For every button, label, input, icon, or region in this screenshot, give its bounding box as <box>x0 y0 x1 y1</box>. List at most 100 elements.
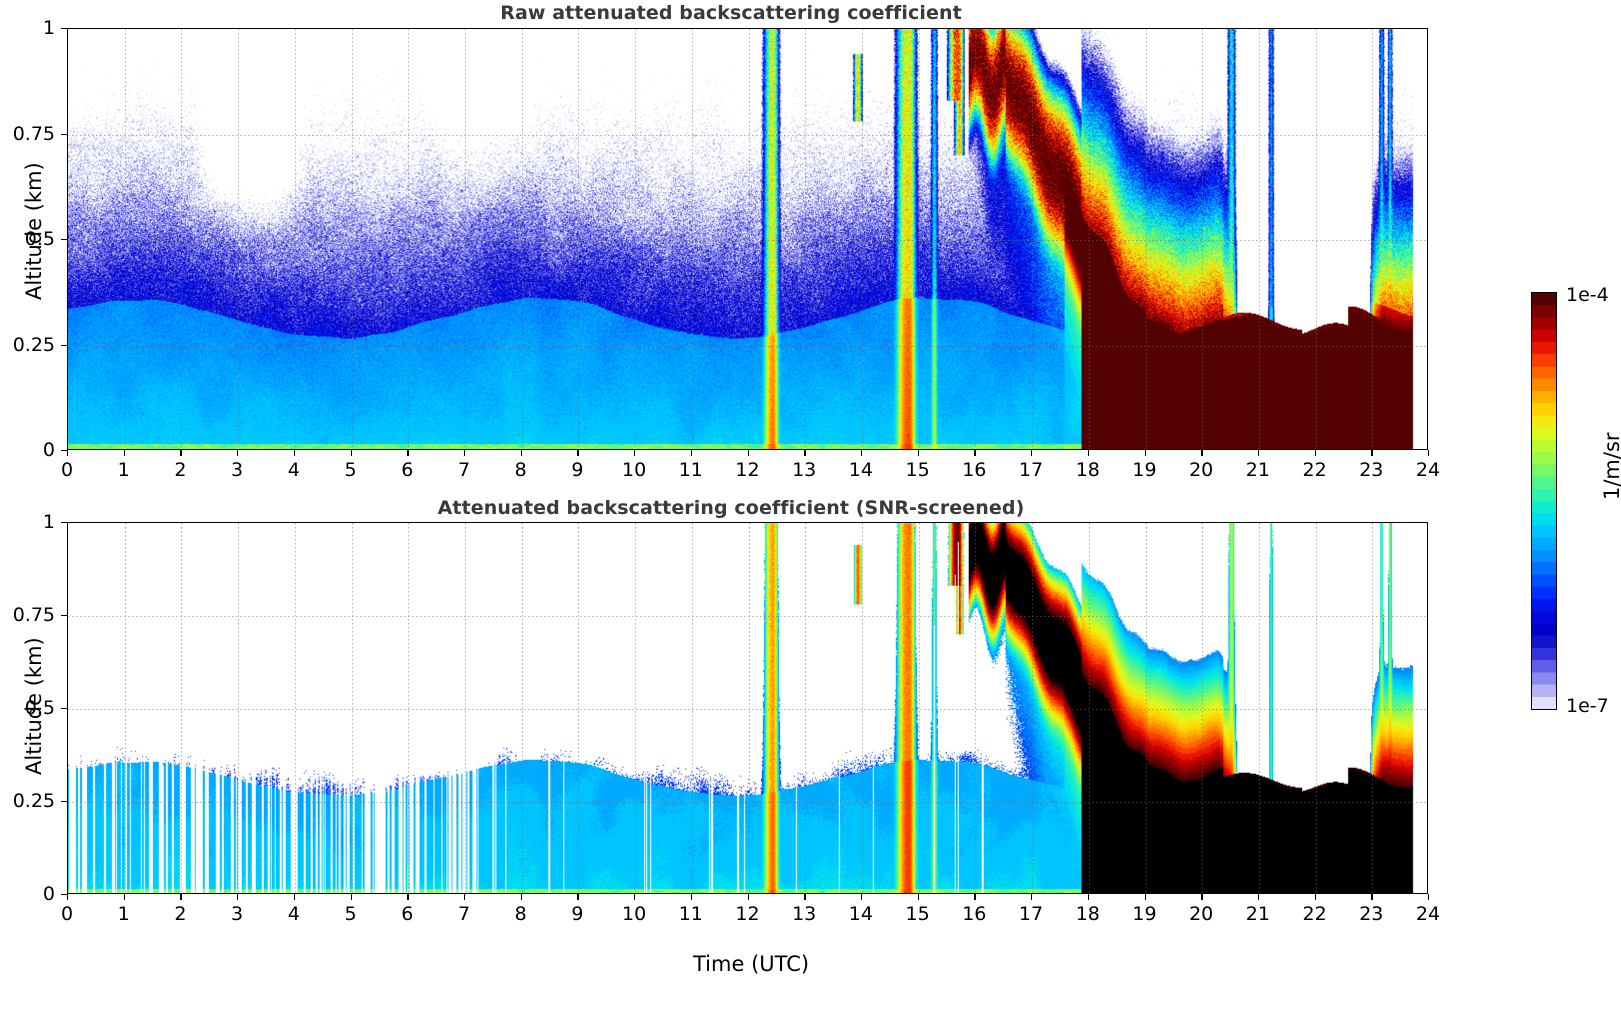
x-tick-mark <box>1314 894 1316 900</box>
heatmap-axes-screened[interactable] <box>67 522 1428 894</box>
x-tick-mark <box>123 894 126 900</box>
x-tick-label: 2 <box>174 459 187 481</box>
x-tick-label: 22 <box>1302 459 1327 481</box>
x-tick-mark <box>520 894 523 900</box>
x-tick-mark <box>1201 450 1203 456</box>
y-tick-mark <box>61 708 67 710</box>
x-tick-mark <box>1087 450 1090 456</box>
x-tick-mark <box>577 450 579 456</box>
x-tick-label: 19 <box>1132 903 1157 925</box>
x-tick-label: 12 <box>735 459 760 481</box>
x-tick-label: 4 <box>287 903 300 925</box>
x-tick-label: 20 <box>1189 903 1214 925</box>
colorbar[interactable] <box>1531 292 1557 710</box>
y-tick-mark <box>61 801 67 803</box>
x-tick-label: 21 <box>1245 459 1270 481</box>
x-tick-label: 17 <box>1018 903 1044 925</box>
x-tick-mark <box>860 894 863 900</box>
x-tick-label: 0 <box>60 459 74 481</box>
y-tick-mark <box>61 450 67 452</box>
x-tick-mark <box>464 450 466 456</box>
panel-title-screened: Attenuated backscattering coefficient (S… <box>437 497 1025 519</box>
x-tick-label: 7 <box>457 903 471 925</box>
x-tick-label: 8 <box>514 903 527 925</box>
x-tick-mark <box>577 894 579 900</box>
y-tick-mark <box>61 894 67 896</box>
x-tick-mark <box>67 450 69 456</box>
x-tick-mark <box>1371 894 1373 900</box>
x-tick-mark <box>293 450 296 456</box>
x-tick-label: 6 <box>401 459 414 481</box>
x-tick-label: 13 <box>792 903 817 925</box>
y-tick-label: 0.25 <box>12 333 55 356</box>
panel-title-raw: Raw attenuated backscattering coefficien… <box>500 2 962 24</box>
x-tick-label: 18 <box>1075 903 1100 925</box>
colorbar-min-label: 1e-7 <box>1566 695 1609 717</box>
x-tick-mark <box>804 894 806 900</box>
x-tick-mark <box>237 894 239 900</box>
x-tick-mark <box>690 894 693 900</box>
heatmap-axes-raw[interactable] <box>67 28 1428 450</box>
x-tick-mark <box>67 894 69 900</box>
x-tick-mark <box>350 450 352 456</box>
x-tick-label: 16 <box>962 459 987 481</box>
x-tick-label: 5 <box>344 459 357 481</box>
x-tick-mark <box>180 894 182 900</box>
x-tick-label: 13 <box>792 459 817 481</box>
x-tick-label: 22 <box>1302 903 1327 925</box>
x-tick-label: 18 <box>1075 459 1100 481</box>
y-tick-label: 0.5 <box>24 697 55 719</box>
x-tick-label: 15 <box>905 903 930 925</box>
y-axis-title-screened: Altitude (km) <box>22 637 46 775</box>
y-axis-title-raw: Altitude (km) <box>22 162 46 300</box>
x-tick-label: 5 <box>344 903 357 925</box>
x-tick-label: 20 <box>1189 459 1214 481</box>
x-tick-mark <box>1201 894 1203 900</box>
x-tick-label: 9 <box>571 903 584 925</box>
y-tick-label: 0 <box>42 439 55 461</box>
x-tick-mark <box>520 450 523 456</box>
x-tick-label: 10 <box>622 459 647 481</box>
x-tick-mark <box>1257 894 1260 900</box>
y-tick-label: 1 <box>42 17 55 39</box>
heatmap-image-screened <box>68 523 1427 893</box>
x-tick-mark <box>1371 450 1373 456</box>
x-tick-label: 19 <box>1132 459 1157 481</box>
y-tick-mark <box>61 133 67 135</box>
x-tick-label: 10 <box>622 903 647 925</box>
x-tick-label: 15 <box>905 459 930 481</box>
x-tick-label: 17 <box>1018 459 1044 481</box>
x-tick-mark <box>1428 894 1430 900</box>
x-tick-label: 12 <box>735 903 760 925</box>
x-tick-mark <box>1144 894 1146 900</box>
x-tick-label: 1 <box>117 459 130 481</box>
x-tick-label: 4 <box>287 459 300 481</box>
y-tick-mark <box>61 239 67 241</box>
x-tick-label: 11 <box>678 459 703 481</box>
x-tick-label: 8 <box>514 459 527 481</box>
colorbar-title: 1/m/sr <box>1600 432 1621 500</box>
x-tick-mark <box>293 894 296 900</box>
x-tick-label: 16 <box>962 903 987 925</box>
x-tick-mark <box>1257 450 1260 456</box>
y-tick-mark <box>61 615 67 617</box>
x-tick-label: 0 <box>60 903 74 925</box>
y-tick-mark <box>61 522 67 524</box>
heatmap-image-raw <box>68 29 1427 449</box>
x-tick-mark <box>974 450 976 456</box>
x-tick-mark <box>804 450 806 456</box>
x-tick-label: 1 <box>117 903 130 925</box>
x-tick-mark <box>407 894 409 900</box>
x-tick-mark <box>1031 894 1033 900</box>
x-tick-mark <box>180 450 182 456</box>
x-tick-label: 11 <box>678 903 703 925</box>
colorbar-max-label: 1e-4 <box>1566 284 1609 306</box>
x-tick-label: 23 <box>1359 903 1384 925</box>
x-axis-title: Time (UTC) <box>693 952 810 976</box>
x-tick-label: 24 <box>1415 459 1441 481</box>
x-tick-label: 3 <box>231 903 244 925</box>
y-tick-label: 0.25 <box>12 790 55 812</box>
x-tick-mark <box>237 450 239 456</box>
x-tick-mark <box>123 450 126 456</box>
x-tick-label: 24 <box>1415 903 1441 925</box>
